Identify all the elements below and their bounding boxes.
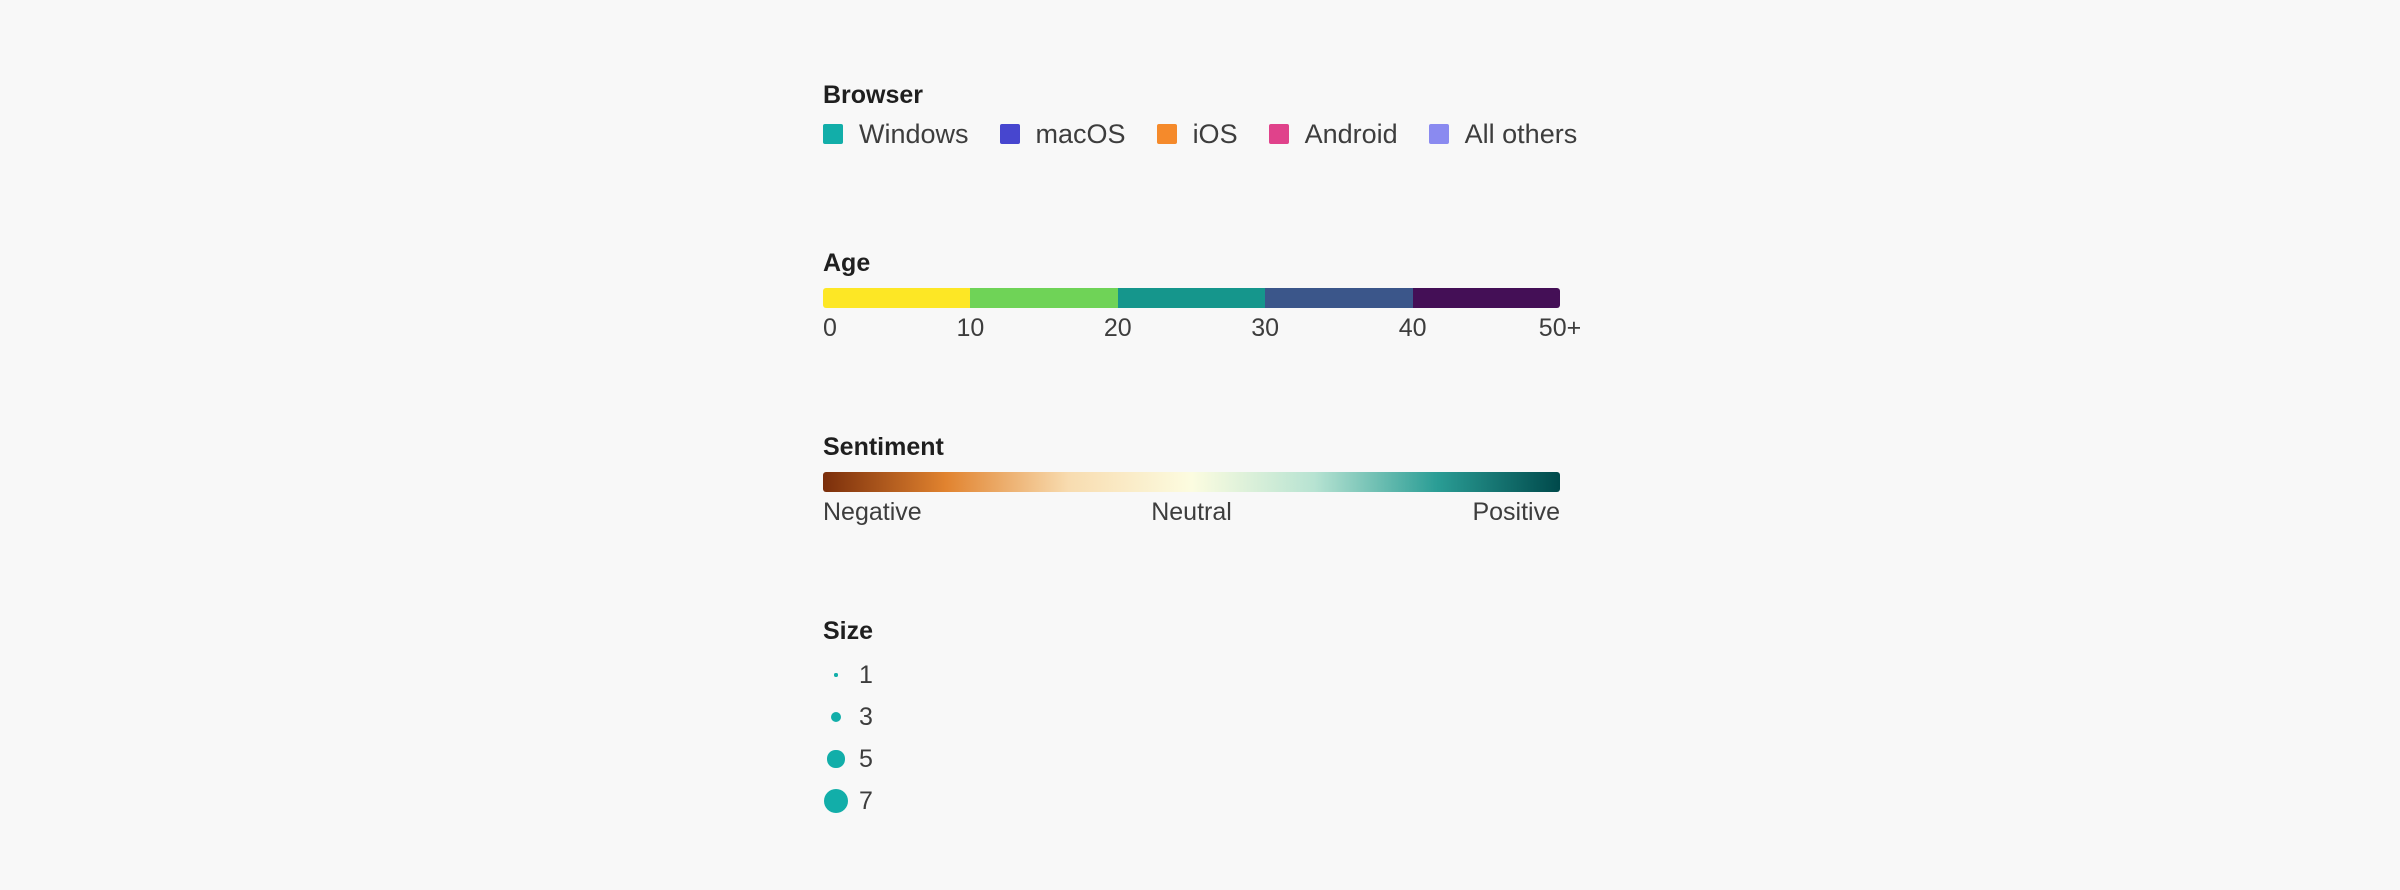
sentiment-gradient-bar [823, 472, 1560, 492]
age-tick-10: 10 [956, 314, 985, 342]
sentiment-label-positive: Positive [1472, 498, 1560, 526]
browser-label-macos: macOS [1035, 118, 1126, 149]
size-dot-5 [827, 750, 845, 768]
age-segment-2 [1117, 288, 1266, 308]
size-dot-1 [834, 673, 838, 677]
browser-swatch-windows [823, 124, 843, 144]
age-tick-20: 20 [1103, 314, 1132, 342]
age-tick-labels: 0 10 20 30 40 50+ [823, 314, 1581, 348]
size-legend-item-7: 7 [823, 780, 873, 822]
browser-legend-item-windows: Windows [823, 119, 969, 150]
size-legend-item-1: 1 [823, 654, 873, 696]
sentiment-label-neutral: Neutral [1151, 498, 1232, 526]
age-legend: Age 0 10 20 30 40 50+ [823, 248, 1581, 348]
age-legend-title: Age [823, 249, 871, 277]
age-tick-30: 30 [1251, 314, 1280, 342]
age-tick-40: 40 [1398, 314, 1427, 342]
sentiment-legend-title: Sentiment [823, 433, 944, 461]
size-dot-3 [830, 711, 842, 723]
age-segment-3 [1265, 288, 1413, 308]
browser-label-all-others: All others [1464, 118, 1578, 149]
size-label-7: 7 [859, 786, 873, 815]
size-label-3: 3 [859, 702, 873, 731]
age-color-bar [823, 288, 1560, 308]
age-tick-50: 50+ [1538, 314, 1582, 342]
browser-label-android: Android [1304, 118, 1398, 149]
age-segment-4 [1412, 288, 1560, 308]
sentiment-legend: Sentiment Negative Neutral Positive [823, 432, 1560, 532]
age-segment-1 [970, 288, 1118, 308]
size-legend: Size 1 3 5 7 [823, 616, 873, 822]
browser-label-ios: iOS [1192, 118, 1238, 149]
browser-legend-item-macos: macOS [999, 118, 1126, 150]
size-legend-item-3: 3 [823, 696, 873, 738]
size-dot-7 [824, 789, 848, 813]
age-segment-0 [823, 288, 971, 308]
browser-legend-items: Windows macOS iOS Android All others [823, 116, 1608, 152]
browser-legend-item-all-others: All others [1428, 118, 1578, 150]
browser-swatch-ios [1156, 124, 1177, 144]
browser-swatch-macos [999, 124, 1020, 144]
browser-legend-title: Browser [823, 81, 924, 109]
browser-legend-item-android: Android [1268, 118, 1398, 150]
sentiment-label-negative: Negative [823, 498, 922, 526]
browser-swatch-android [1268, 124, 1289, 144]
browser-swatch-all-others [1428, 124, 1449, 144]
browser-legend-item-ios: iOS [1156, 118, 1238, 150]
browser-label-windows: Windows [859, 118, 969, 149]
size-legend-items: 1 3 5 7 [823, 654, 873, 822]
age-tick-0: 0 [823, 314, 837, 342]
size-legend-item-5: 5 [823, 738, 873, 780]
size-label-5: 5 [859, 744, 873, 773]
size-legend-title: Size [823, 617, 874, 645]
size-label-1: 1 [859, 660, 873, 689]
browser-legend: Browser Windows macOS iOS Android All others [823, 80, 1608, 152]
sentiment-labels: Negative Neutral Positive [823, 498, 1560, 532]
